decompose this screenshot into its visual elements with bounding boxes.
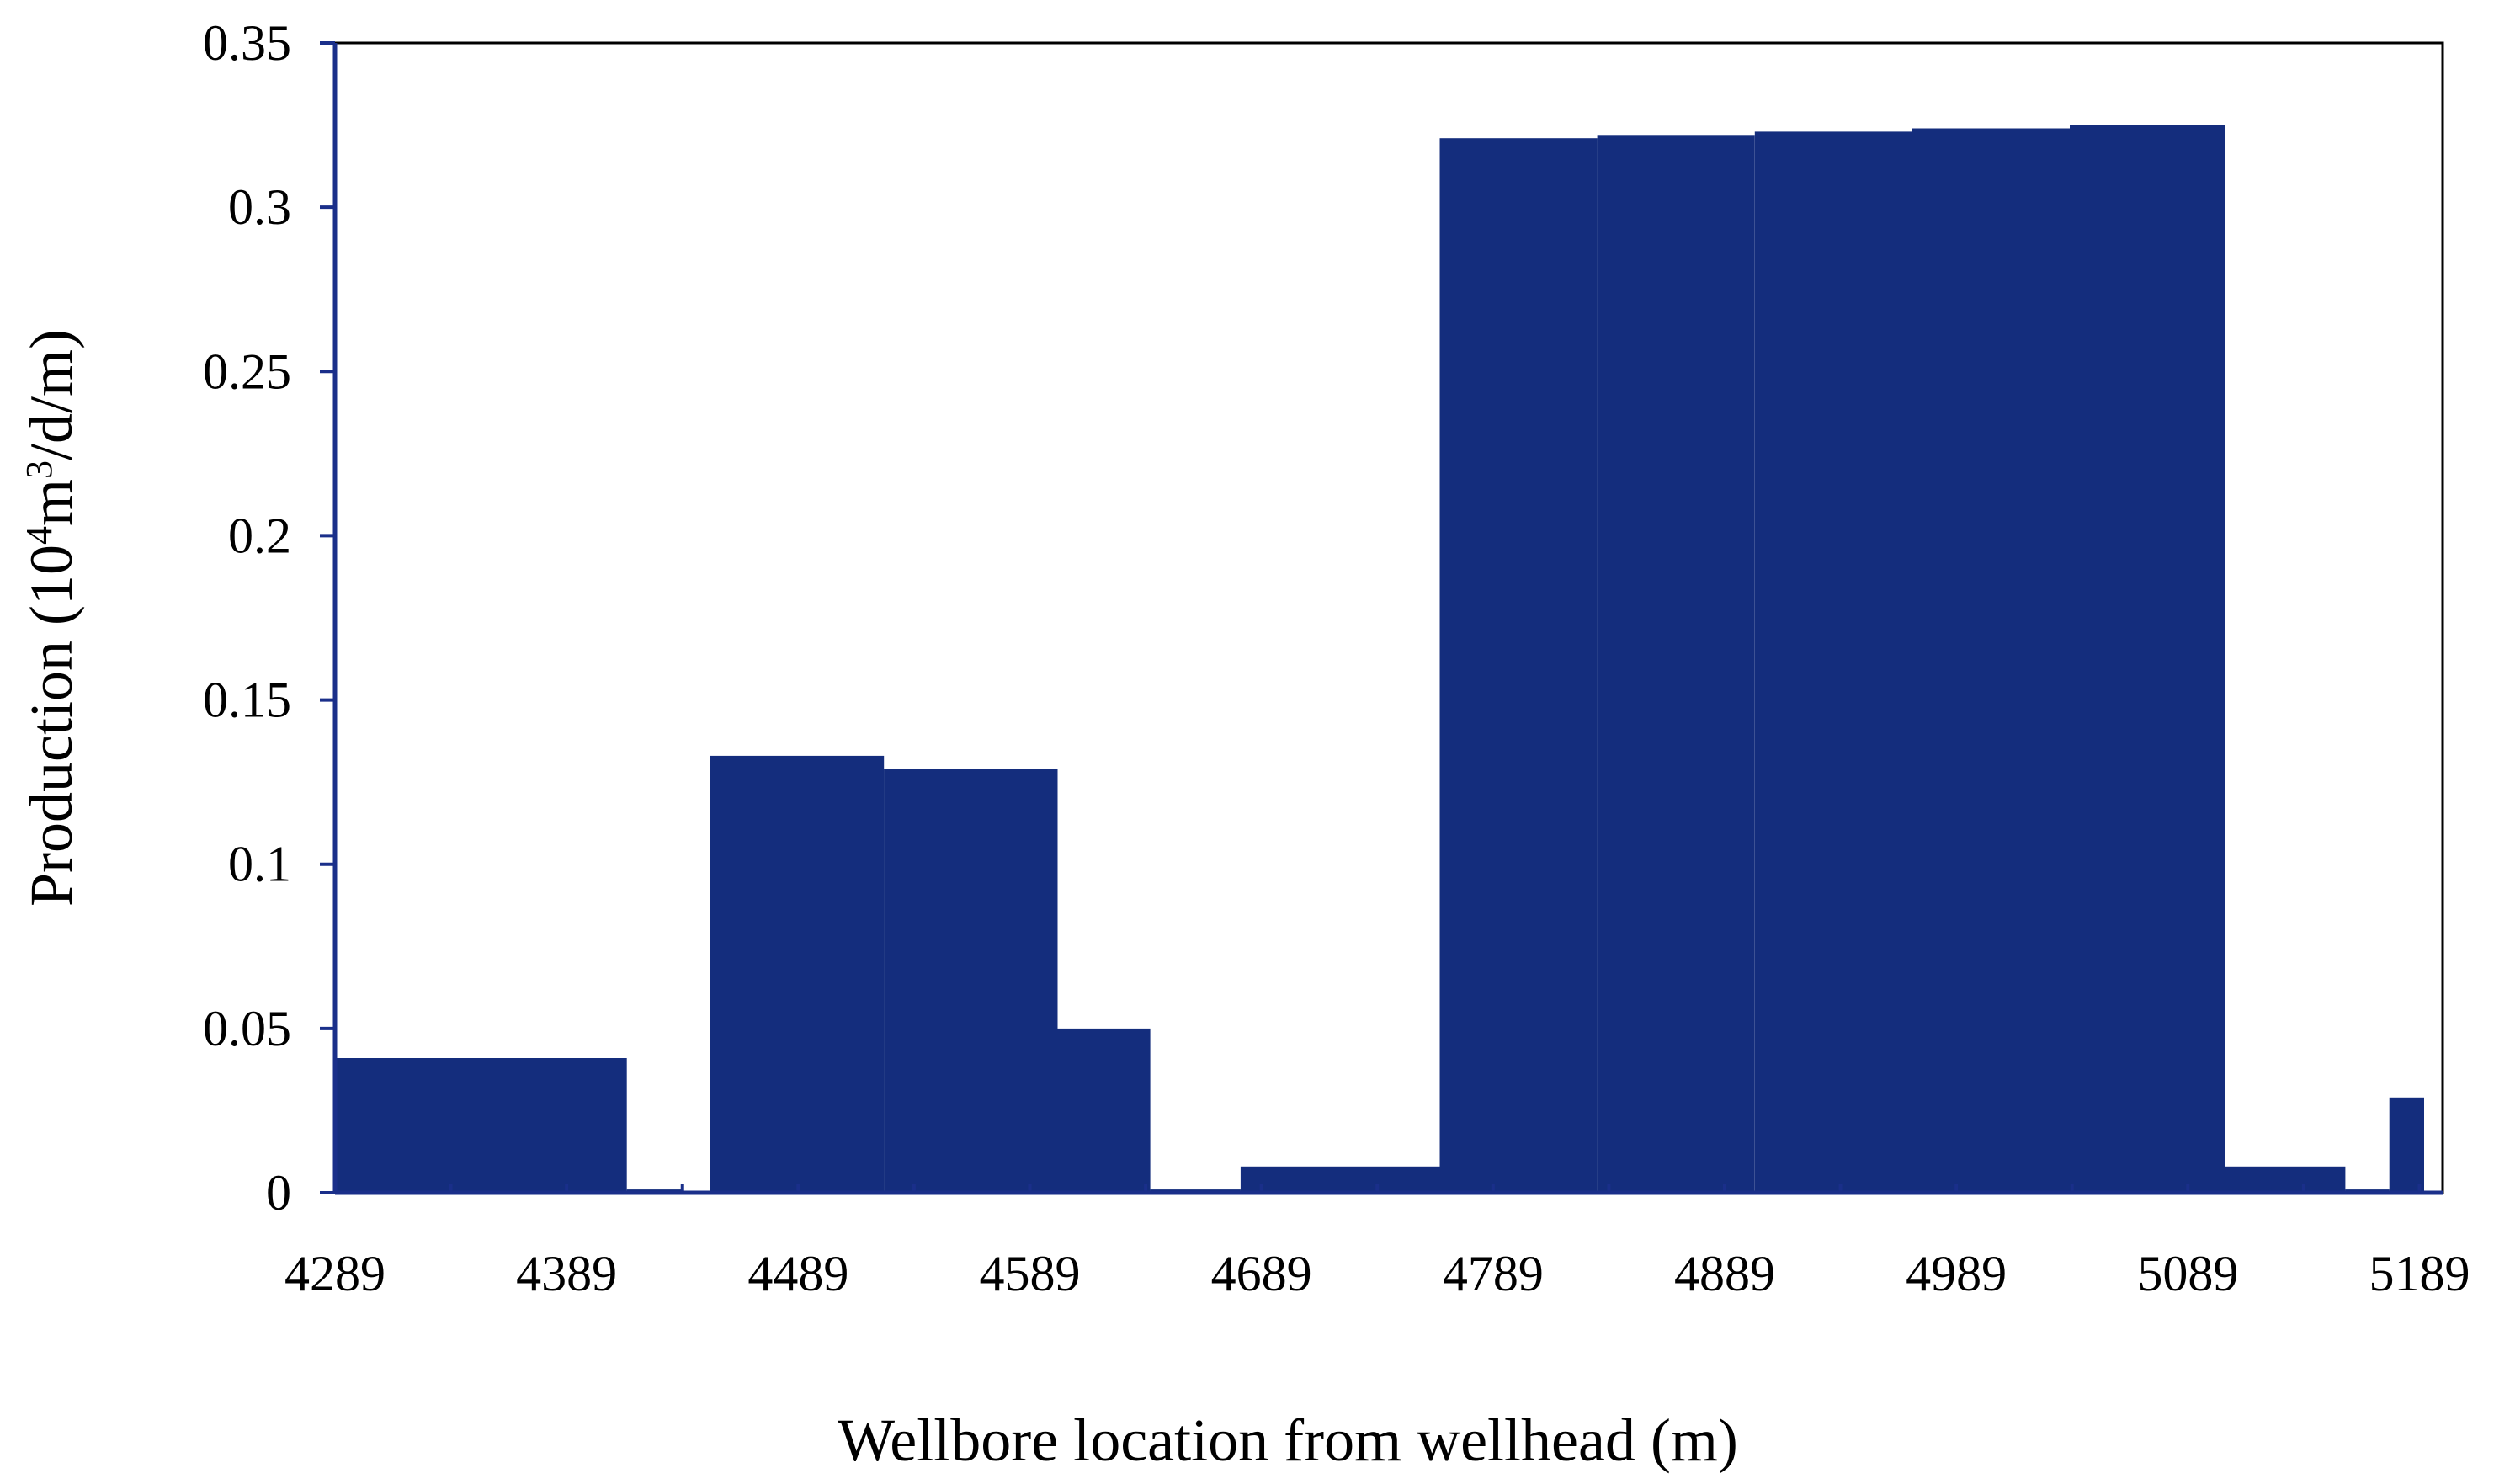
bar-14 (2389, 1097, 2424, 1193)
bar-11 (2070, 125, 2225, 1194)
y-axis-title-unit: m (18, 479, 85, 526)
y-tick-label-5: 0.25 (203, 343, 291, 399)
bar-4 (1057, 1028, 1151, 1193)
x-tick-label-5: 4789 (1443, 1246, 1544, 1301)
x-tick-labels: 4289 4389 4489 4589 4689 4789 4889 4989 5089 5189 (284, 1246, 2470, 1301)
y-axis-title-exponent-1: 4 (19, 526, 60, 545)
y-axis-title-suffix: /d/m) (18, 329, 85, 460)
x-tick-label-6: 4889 (1674, 1246, 1775, 1301)
x-axis-title: Wellbore location from wellhead (m) (838, 1407, 1738, 1474)
y-tick-label-2: 0.1 (228, 837, 291, 892)
bar-7 (1439, 138, 1598, 1194)
bar-10 (1912, 128, 2070, 1193)
x-tick-label-1: 4389 (516, 1246, 617, 1301)
bar-12 (2225, 1166, 2346, 1193)
y-tick-label-7: 0.35 (203, 15, 291, 71)
bar-8 (1597, 135, 1755, 1193)
x-tick-label-4: 4689 (1211, 1246, 1312, 1301)
bars (335, 125, 2424, 1194)
y-tick-label-0: 0 (266, 1165, 291, 1221)
y-axis-title-exponent-2: 3 (19, 460, 60, 479)
x-tick-label-8: 5089 (2137, 1246, 2238, 1301)
x-tick-label-2: 4489 (747, 1246, 848, 1301)
y-tick-label-3: 0.15 (203, 673, 291, 728)
y-tick-label-1: 0.05 (203, 1001, 291, 1056)
x-tick-label-7: 4989 (1906, 1246, 2007, 1301)
bar-0 (335, 1058, 627, 1193)
bar-6 (1240, 1166, 1440, 1193)
y-axis-title-prefix: Production (10 (18, 545, 85, 907)
y-tick-labels: 0 0.05 0.1 0.15 0.2 0.25 0.3 0.35 (203, 15, 291, 1221)
x-tick-label-9: 5189 (2369, 1246, 2470, 1301)
ticks (320, 41, 2422, 1194)
y-axis-title: Production (104m3/d/m) (18, 329, 85, 907)
x-tick-label-3: 4589 (979, 1246, 1080, 1301)
y-tick-label-4: 0.2 (228, 508, 291, 563)
x-tick-label-0: 4289 (284, 1246, 386, 1301)
bar-2 (710, 755, 885, 1193)
y-tick-label-6: 0.3 (228, 179, 291, 235)
bar-9 (1754, 131, 1912, 1193)
bar-3 (884, 769, 1058, 1193)
